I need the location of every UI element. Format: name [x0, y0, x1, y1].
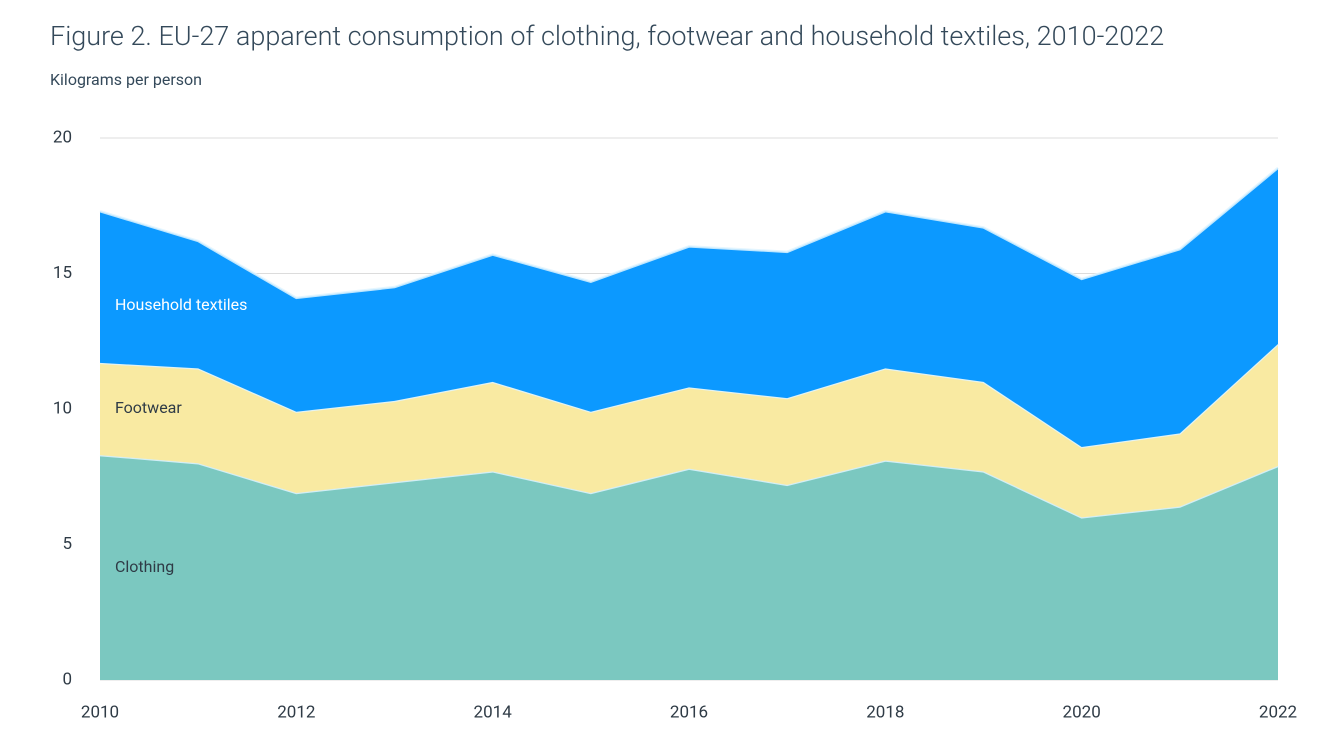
x-tick-label: 2020	[1063, 702, 1101, 722]
y-tick-label: 0	[62, 669, 72, 689]
x-tick-label: 2018	[866, 702, 904, 722]
x-tick-label: 2016	[670, 702, 708, 722]
chart-title: Figure 2. EU-27 apparent consumption of …	[50, 20, 1164, 52]
series-label: Footwear	[115, 398, 182, 417]
area	[100, 455, 1278, 680]
area-edge	[99, 166, 1279, 300]
series-label: Household textiles	[115, 295, 247, 314]
x-tick-label: 2022	[1259, 702, 1297, 722]
x-tick-label: 2012	[277, 702, 315, 722]
y-tick-label: 15	[53, 263, 72, 283]
area	[100, 343, 1278, 518]
x-tick-label: 2014	[474, 702, 513, 722]
y-tick-label: 20	[53, 127, 72, 147]
y-tick-label: 10	[53, 398, 72, 418]
series-label: Clothing	[115, 557, 174, 576]
x-tick-label: 2010	[81, 702, 119, 722]
chart-subtitle: Kilograms per person	[50, 70, 202, 89]
y-tick-label: 5	[62, 534, 72, 554]
area	[100, 167, 1278, 447]
